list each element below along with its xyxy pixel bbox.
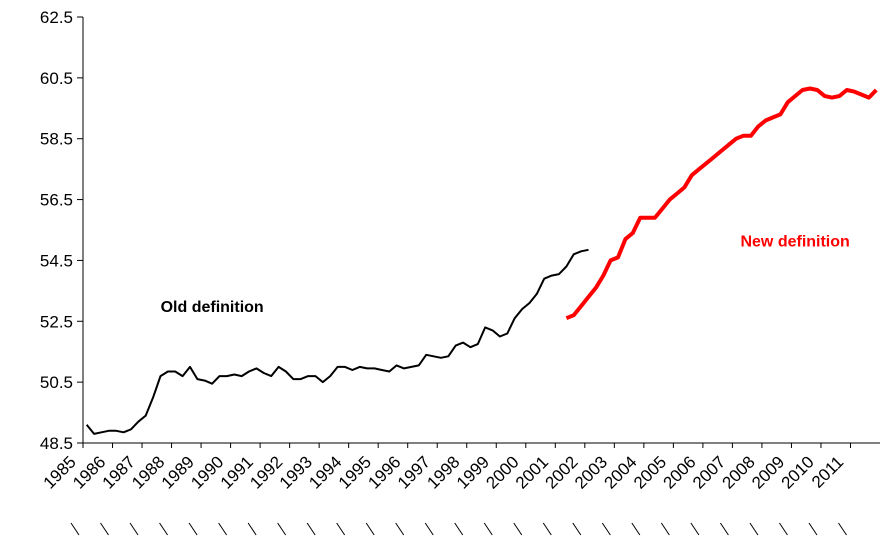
y-tick-label: 48.5 [40, 434, 73, 453]
y-tick-label: 50.5 [40, 373, 73, 392]
x-tick-label: 1985 [40, 452, 80, 492]
x-tick-slash [779, 522, 788, 536]
x-tick-label: 1999 [453, 452, 493, 492]
x-tick-slash [129, 522, 139, 536]
x-tick-slash [690, 522, 700, 536]
x-tick-label: 1995 [335, 452, 375, 492]
series-line [85, 248, 589, 435]
x-tick-label: 1998 [423, 452, 463, 492]
x-tick-label: 1990 [187, 452, 227, 492]
x-tick-label: 2011 [808, 452, 847, 491]
annotation: New definition [740, 234, 849, 251]
x-tick-slash [70, 522, 80, 536]
x-tick-label: 2006 [660, 452, 700, 492]
x-tick-label: 2007 [689, 452, 729, 492]
x-tick-label: 1987 [99, 452, 139, 492]
x-tick-slash [631, 522, 641, 536]
y-tick-label: 56.5 [40, 191, 73, 210]
x-tick-label: 1997 [394, 452, 434, 492]
x-tick-label: 2010 [778, 452, 818, 492]
series-line [565, 86, 878, 321]
y-tick-label: 62.5 [40, 8, 73, 27]
x-tick-slash [808, 522, 818, 536]
y-tick-label: 54.5 [40, 251, 73, 270]
x-tick-label: 1994 [305, 452, 345, 492]
x-tick-slash [247, 522, 257, 536]
x-tick-slash [218, 522, 228, 536]
x-tick-label: 2000 [482, 452, 522, 492]
x-tick-slash [454, 522, 464, 536]
x-tick-label: 2003 [571, 452, 611, 492]
y-tick-label: 58.5 [40, 130, 73, 149]
x-tick-slash [188, 522, 198, 536]
x-tick-label: 2001 [512, 452, 552, 492]
x-tick-slash [719, 522, 729, 536]
x-tick-slash [159, 522, 168, 536]
x-tick-slash [365, 522, 375, 536]
x-tick-label: 2005 [630, 452, 670, 492]
y-tick-label: 52.5 [40, 312, 73, 331]
x-tick-slash [277, 522, 287, 536]
x-tick-label: 2004 [600, 452, 640, 492]
x-tick-slash [513, 522, 523, 536]
x-tick-slash [306, 522, 316, 536]
x-tick-slash [336, 522, 346, 536]
x-tick-slash [601, 522, 611, 536]
x-tick-label: 1989 [158, 452, 198, 492]
x-tick-label: 1991 [217, 452, 257, 492]
x-tick-slash [838, 522, 847, 536]
x-tick-slash [749, 522, 759, 536]
x-tick-slash [572, 522, 582, 536]
x-tick-label: 2009 [748, 452, 788, 492]
x-tick-label: 1996 [364, 452, 404, 492]
x-tick-label: 1988 [128, 452, 168, 492]
x-tick-label: 1986 [69, 452, 109, 492]
annotation: Old definition [161, 299, 264, 316]
x-tick-label: 2008 [719, 452, 759, 492]
x-tick-label: 1992 [246, 452, 286, 492]
x-tick-slash [395, 522, 405, 536]
x-tick-slash [424, 522, 434, 536]
y-tick-label: 60.5 [40, 69, 73, 88]
x-tick-slash [100, 522, 109, 536]
x-tick-slash [483, 522, 493, 536]
x-tick-label: 1993 [276, 452, 316, 492]
x-tick-slash [660, 522, 670, 536]
x-tick-slash [542, 522, 552, 536]
x-tick-label: 2002 [541, 452, 581, 492]
